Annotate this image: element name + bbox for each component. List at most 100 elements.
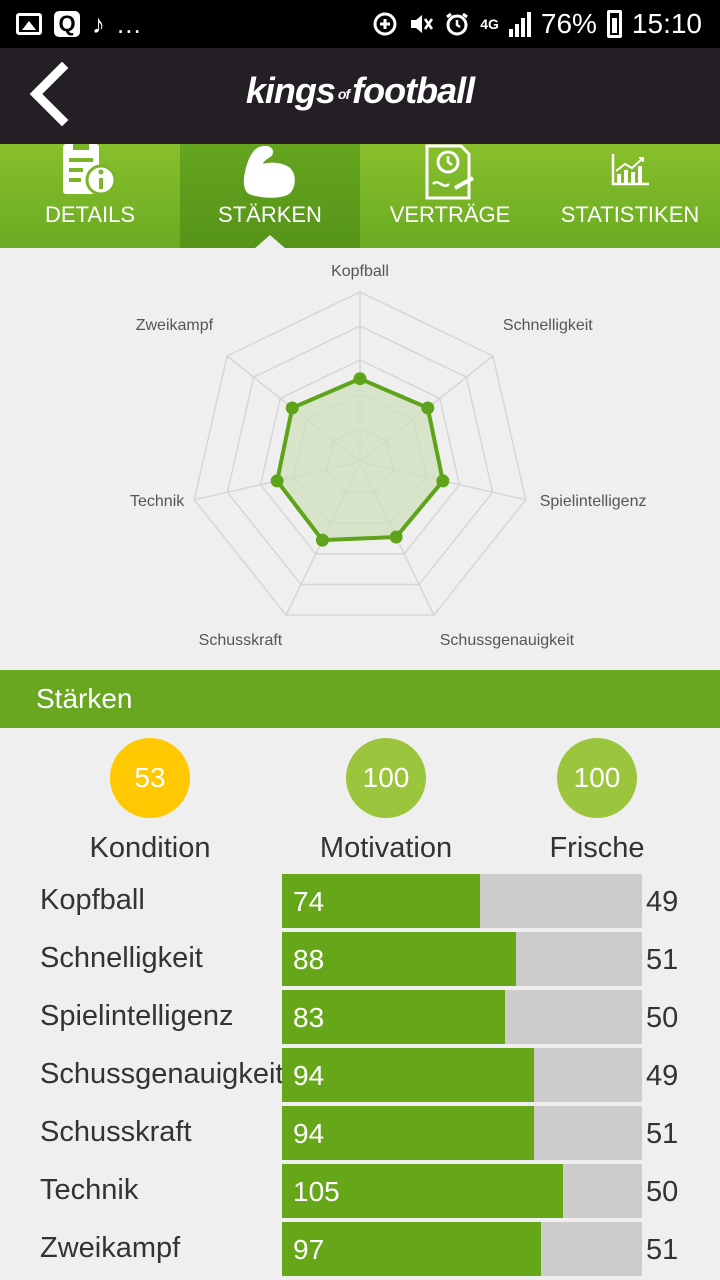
tab-details-label: DETAILS — [44, 202, 136, 227]
skill-value: 97 — [293, 1234, 325, 1265]
motivation-badge: 100 — [346, 738, 426, 818]
skill-name: Schusskraft — [40, 1116, 192, 1148]
radar-data-point — [285, 401, 299, 415]
skill-row-kopfball: Kopfball 74 49 — [0, 874, 720, 928]
radar-grid-ring — [226, 325, 494, 586]
skill-bar-fill: 97 — [282, 1222, 542, 1276]
stat-motivation: 100 Motivation — [296, 738, 476, 865]
tab-bar: DETAILS STÄRKEN VERTRÄGE STATISTIKEN — [0, 144, 720, 248]
signal-icon — [508, 11, 531, 37]
radar-data-area — [274, 376, 446, 543]
network-type: 4G — [480, 16, 499, 32]
skill-bar-track: 97 — [282, 1222, 642, 1276]
skill-bar-fill: 105 — [282, 1164, 563, 1218]
skill-max: 49 — [646, 886, 679, 918]
radar-grid-ring — [259, 359, 461, 555]
tab-staerken-label: STÄRKEN — [218, 202, 322, 227]
logo-text-kings: kings — [245, 70, 336, 111]
radar-axis-label: Technik — [130, 493, 185, 510]
kondition-badge: 53 — [110, 738, 190, 818]
skill-max: 50 — [646, 1002, 679, 1034]
motivation-label: Motivation — [319, 832, 453, 864]
frische-label: Frische — [549, 832, 645, 864]
skill-name: Technik — [40, 1174, 139, 1206]
skill-name: Zweikampf — [40, 1232, 181, 1264]
tab-staerken[interactable]: STÄRKEN — [180, 144, 360, 248]
radar-data-point — [353, 372, 367, 386]
radar-data-point — [389, 530, 403, 544]
skill-name: Schnelligkeit — [40, 942, 203, 974]
radar-axis-label: Schnelligkeit — [503, 317, 593, 334]
skill-row-schusskraft: Schusskraft 94 51 — [0, 1106, 720, 1160]
radar-data-point — [436, 474, 450, 488]
radar-grid-ring — [193, 291, 527, 616]
section-header: Stärken — [0, 670, 720, 728]
skill-row-schnelligkeit: Schnelligkeit 88 51 — [0, 932, 720, 986]
section-title: Stärken — [36, 683, 133, 714]
logo-text-football: football — [352, 70, 475, 111]
more-notifications-icon: ... — [117, 8, 142, 39]
skill-bar-fill: 94 — [282, 1106, 534, 1160]
contract-clock-icon — [425, 144, 474, 200]
strengths-radar-chart: Kopfball Schnelligkeit Spielintelligenz Sch… — [0, 248, 720, 670]
skill-value: 105 — [293, 1176, 340, 1207]
skill-row-technik: Technik 105 50 — [0, 1164, 720, 1218]
kondition-label: Kondition — [89, 832, 211, 864]
radar-axis-label: Zweikampf — [136, 317, 214, 334]
logo-text-of: of — [337, 86, 350, 102]
alarm-icon — [446, 12, 469, 36]
stat-kondition: 53 Kondition — [60, 738, 240, 865]
app-logo: kings offootball — [0, 70, 720, 112]
skill-value: 88 — [293, 944, 325, 975]
radar-data-point — [315, 533, 329, 547]
skill-max: 51 — [646, 1118, 679, 1150]
data-saver-icon — [373, 12, 397, 36]
q-app-notification-icon: Q — [54, 11, 80, 37]
radar-axis-label: Schussgenauigkeit — [440, 632, 575, 649]
skill-max: 51 — [646, 1234, 679, 1266]
skill-row-zweikampf: Zweikampf 97 51 — [0, 1222, 720, 1276]
skill-bar-track: 105 — [282, 1164, 642, 1218]
gallery-notification-icon — [16, 13, 42, 35]
skill-value: 94 — [293, 1118, 325, 1149]
skill-bar-track: 83 — [282, 990, 642, 1044]
skill-name: Spielintelligenz — [40, 1000, 234, 1032]
status-bar: Q ♪ ... 4G 76% 15:10 — [0, 0, 720, 48]
radar-data-point — [270, 474, 284, 488]
skill-value: 94 — [293, 1060, 325, 1091]
skill-bar-fill: 88 — [282, 932, 516, 986]
skill-bar-fill: 94 — [282, 1048, 534, 1102]
tab-details[interactable]: DETAILS — [0, 144, 180, 248]
skill-bar-fill: 74 — [282, 874, 480, 928]
document-info-icon — [63, 144, 117, 196]
skill-name: Schussgenauigkeit — [40, 1058, 284, 1090]
radar-data-point — [421, 401, 435, 415]
frische-badge: 100 — [557, 738, 637, 818]
battery-percent: 76% — [540, 8, 597, 39]
skill-max: 50 — [646, 1176, 679, 1208]
skill-row-schussgenauigkeit: Schussgenauigkeit 94 49 — [0, 1048, 720, 1102]
back-arrow-icon[interactable] — [22, 62, 86, 126]
stat-frische: 100 Frische — [507, 738, 687, 865]
radar-axis-label: Kopfball — [331, 263, 389, 280]
app-header: kings offootball — [0, 48, 720, 144]
mute-icon — [411, 15, 434, 33]
tab-vertraege[interactable]: VERTRÄGE — [360, 144, 540, 248]
clock: 15:10 — [631, 8, 702, 39]
skill-bar-track: 88 — [282, 932, 642, 986]
radar-axis-label: Schusskraft — [199, 632, 283, 649]
skill-max: 49 — [646, 1060, 679, 1092]
tab-statistiken[interactable]: STATISTIKEN — [540, 144, 720, 248]
skill-bar-track: 94 — [282, 1106, 642, 1160]
skill-name: Kopfball — [40, 884, 145, 916]
skill-bar-fill: 83 — [282, 990, 506, 1044]
radar-svg: Kopfball Schnelligkeit Spielintelligenz Sch… — [130, 263, 646, 649]
skill-row-spielintelligenz: Spielintelligenz 83 50 — [0, 990, 720, 1044]
skill-max: 51 — [646, 944, 679, 976]
condition-stats: 53 Kondition 100 Motivation 100 Frische — [0, 738, 720, 868]
skill-bar-track: 94 — [282, 1048, 642, 1102]
tab-statistiken-label: STATISTIKEN — [560, 202, 700, 227]
music-notification-icon: ♪ — [92, 9, 105, 39]
bar-chart-icon — [611, 154, 649, 186]
battery-icon — [606, 10, 622, 38]
